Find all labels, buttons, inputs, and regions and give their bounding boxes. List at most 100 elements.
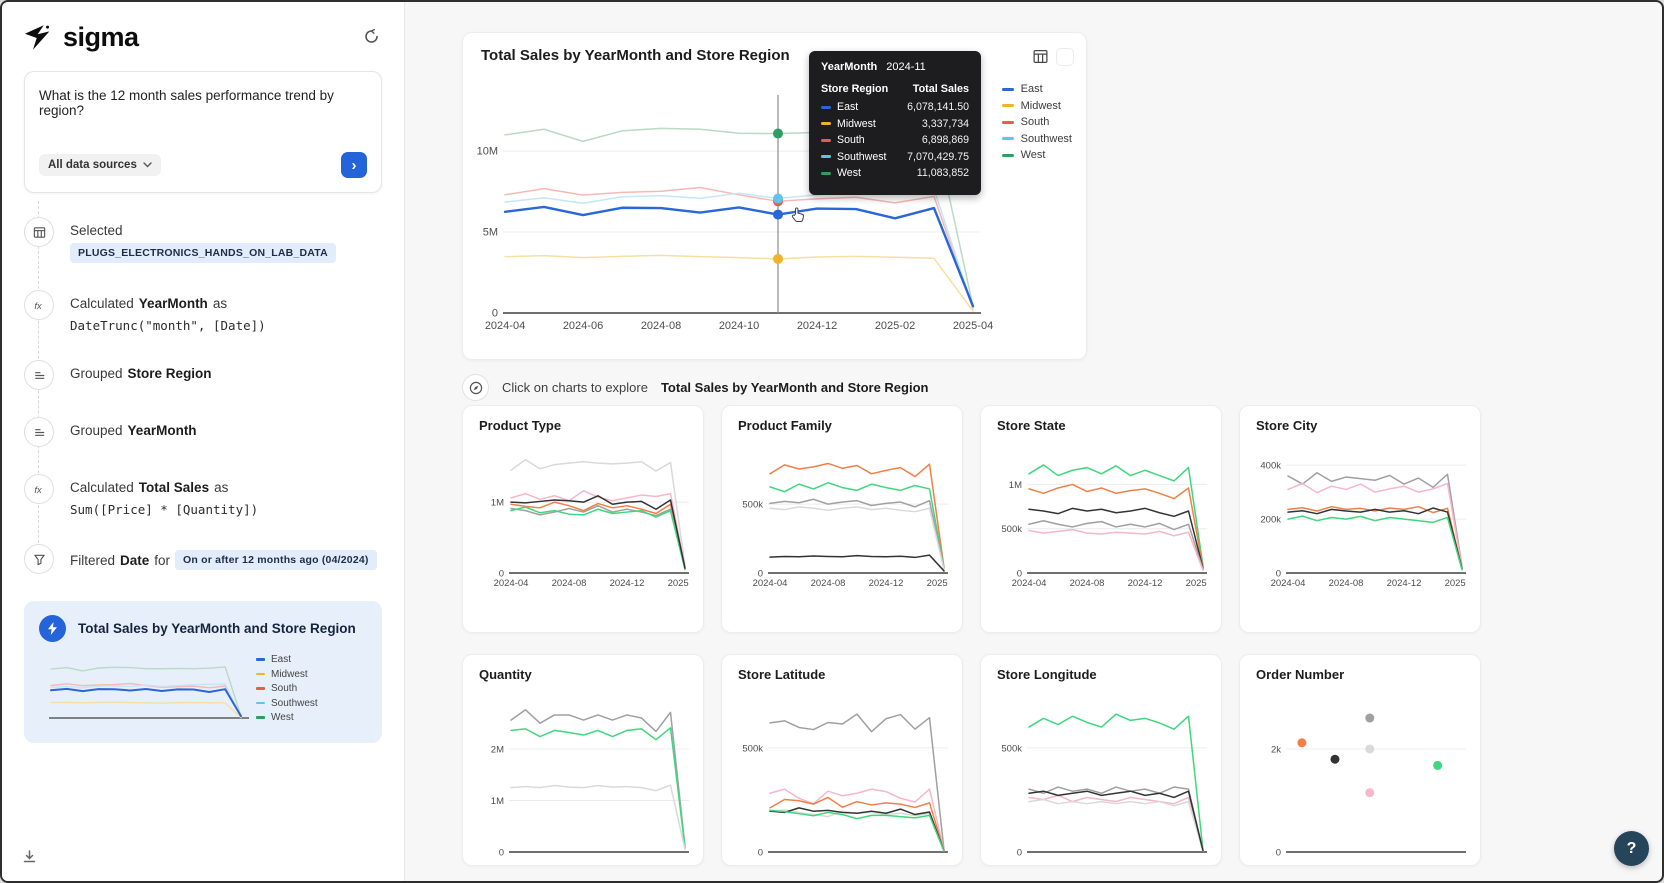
question-text: What is the 12 month sales performance t… — [39, 88, 334, 118]
svg-text:2024-12: 2024-12 — [869, 578, 904, 589]
legend-item-south[interactable]: South — [256, 683, 318, 694]
step-label: Calculated — [70, 480, 134, 495]
explore-target: Total Sales by YearMonth and Store Regio… — [660, 380, 929, 395]
sigma-logo: sigma — [24, 22, 139, 53]
legend-swatch — [1001, 120, 1014, 124]
step-calculated-yearmonth[interactable]: fx Calculated YearMonth as DateTrunc("mo… — [24, 290, 382, 333]
tooltip-row-west: West 11,083,852 — [821, 167, 969, 179]
mini-chart-card-product-family[interactable]: Product Family 500k 0 2024-04 2024-08 2024-1… — [721, 405, 963, 633]
mini-chart-legend: East Midwest South Southwest West — [256, 654, 318, 727]
filter-icon — [24, 544, 54, 574]
download-icon[interactable] — [22, 849, 37, 869]
step-filtered-date[interactable]: Filtered Date for On or after 12 months … — [24, 544, 382, 574]
explore-prompt: Click on charts to explore — [502, 380, 648, 395]
total-sales-line-chart[interactable]: 10M 5M 0 2024-04 2024-06 2024-08 2024-10 2024-1… — [463, 79, 1088, 352]
mini-chart-title: Store Longitude — [997, 667, 1097, 682]
mini-chart-title: Order Number — [1256, 667, 1345, 682]
step-calculated-total-sales[interactable]: fx Calculated Total Sales as Sum([Price]… — [24, 474, 382, 517]
help-button[interactable]: ? — [1614, 831, 1649, 866]
step-field: YearMonth — [138, 296, 208, 311]
lightning-icon — [39, 615, 66, 642]
legend-item-southwest[interactable]: Southwest — [1001, 133, 1072, 145]
store-latitude-chart[interactable]: 500k 0 — [738, 684, 952, 865]
svg-text:2024-04: 2024-04 — [494, 578, 529, 589]
table-view-icon[interactable] — [1031, 47, 1050, 66]
step-suffix: for — [154, 552, 171, 568]
mini-chart-card-store-latitude[interactable]: Store Latitude 500k 0 — [721, 654, 963, 866]
mini-chart-title: Product Family — [738, 418, 832, 433]
explore-row: Click on charts to explore Total Sales b… — [462, 374, 928, 401]
legend-item-east[interactable]: East — [256, 654, 318, 665]
store-longitude-chart[interactable]: 500k 0 — [997, 684, 1211, 865]
tooltip-row-south: South 6,898,869 — [821, 134, 969, 146]
sidebar: sigma What is the 12 month sales perform… — [2, 2, 405, 881]
mini-chart-card-product-type[interactable]: Product Type 1M 0 2024-04 2024-08 2024-12 202… — [462, 405, 704, 633]
refresh-icon[interactable] — [361, 26, 382, 50]
svg-text:2024-04: 2024-04 — [485, 320, 525, 332]
legend-item-west[interactable]: West — [256, 712, 318, 723]
result-mini-chart[interactable] — [45, 652, 250, 731]
order-number-chart[interactable]: 2k 0 — [1256, 684, 1470, 865]
svg-text:10M: 10M — [477, 146, 498, 158]
mini-chart-card-quantity[interactable]: Quantity 2M 1M 0 — [462, 654, 704, 866]
svg-text:2024-12: 2024-12 — [1128, 578, 1163, 589]
mini-chart-card-store-state[interactable]: Store State 1M 500k 0 2024-04 2024-08 2024-12… — [980, 405, 1222, 633]
svg-text:5M: 5M — [483, 227, 498, 239]
step-label: Calculated — [70, 296, 134, 311]
chart-view-toggle[interactable] — [1056, 47, 1074, 66]
main-chart-card[interactable]: Total Sales by YearMonth and Store Regio… — [462, 32, 1087, 360]
svg-text:1M: 1M — [491, 498, 504, 509]
tooltip-row-southwest: Southwest 7,070,429.75 — [821, 151, 969, 163]
mini-chart-title: Store Latitude — [738, 667, 826, 682]
svg-text:2024-04: 2024-04 — [1271, 578, 1306, 589]
result-card[interactable]: Total Sales by YearMonth and Store Regio… — [24, 601, 382, 743]
step-field: Total Sales — [138, 480, 210, 495]
data-source-selector[interactable]: All data sources — [39, 154, 161, 176]
mini-chart-title: Quantity — [479, 667, 532, 682]
legend-item-midwest[interactable]: Midwest — [256, 669, 318, 680]
legend-item-midwest[interactable]: Midwest — [1001, 100, 1072, 112]
svg-text:0: 0 — [1276, 569, 1281, 580]
legend-item-east[interactable]: East — [1001, 83, 1072, 95]
formula-code: DateTrunc("month", [Date]) — [70, 318, 266, 333]
step-grouped-store-region[interactable]: Grouped Store Region — [24, 360, 382, 390]
svg-text:2024-04: 2024-04 — [1012, 578, 1047, 589]
legend-swatch — [1001, 104, 1014, 107]
legend-item-south[interactable]: South — [1001, 116, 1072, 128]
svg-text:2024-08: 2024-08 — [552, 578, 587, 589]
tooltip-col2: Total Sales — [912, 83, 969, 95]
mini-chart-card-order-number[interactable]: Order Number 2k 0 — [1239, 654, 1481, 866]
svg-text:0: 0 — [1017, 569, 1022, 580]
quantity-chart[interactable]: 2M 1M 0 — [479, 684, 693, 865]
svg-text:2025-04: 2025-04 — [927, 578, 948, 589]
legend-item-southwest[interactable]: Southwest — [256, 698, 318, 709]
svg-text:500k: 500k — [742, 743, 763, 754]
steps-list: Selected PLUGS_ELECTRONICS_HANDS_ON_LAB_… — [24, 201, 382, 574]
submit-button[interactable]: › — [341, 152, 367, 178]
mini-chart-card-store-longitude[interactable]: Store Longitude 500k 0 — [980, 654, 1222, 866]
step-selected[interactable]: Selected PLUGS_ELECTRONICS_HANDS_ON_LAB_… — [24, 217, 382, 263]
svg-text:1M: 1M — [491, 796, 504, 807]
filter-badge[interactable]: On or after 12 months ago (04/2024) — [175, 550, 377, 570]
step-suffix: as — [214, 480, 229, 495]
dataset-badge[interactable]: PLUGS_ELECTRONICS_HANDS_ON_LAB_DATA — [70, 243, 336, 263]
mini-chart-title: Product Type — [479, 418, 562, 433]
legend-swatch — [256, 672, 265, 676]
svg-text:0: 0 — [758, 848, 763, 859]
tooltip-dimension-value: 2024-11 — [886, 61, 926, 73]
svg-text:0: 0 — [492, 308, 498, 320]
chevron-down-icon — [143, 162, 152, 168]
mini-chart-card-store-city[interactable]: Store City 400k 200k 0 2024-04 2024-08 2024-1… — [1239, 405, 1481, 633]
legend-swatch — [1001, 137, 1014, 140]
svg-text:2024-08: 2024-08 — [1070, 578, 1105, 589]
legend-item-west[interactable]: West — [1001, 149, 1072, 161]
question-card[interactable]: What is the 12 month sales performance t… — [24, 71, 382, 193]
svg-text:fx: fx — [34, 484, 42, 494]
step-grouped-yearmonth[interactable]: Grouped YearMonth — [24, 417, 382, 447]
legend-swatch — [256, 701, 265, 705]
